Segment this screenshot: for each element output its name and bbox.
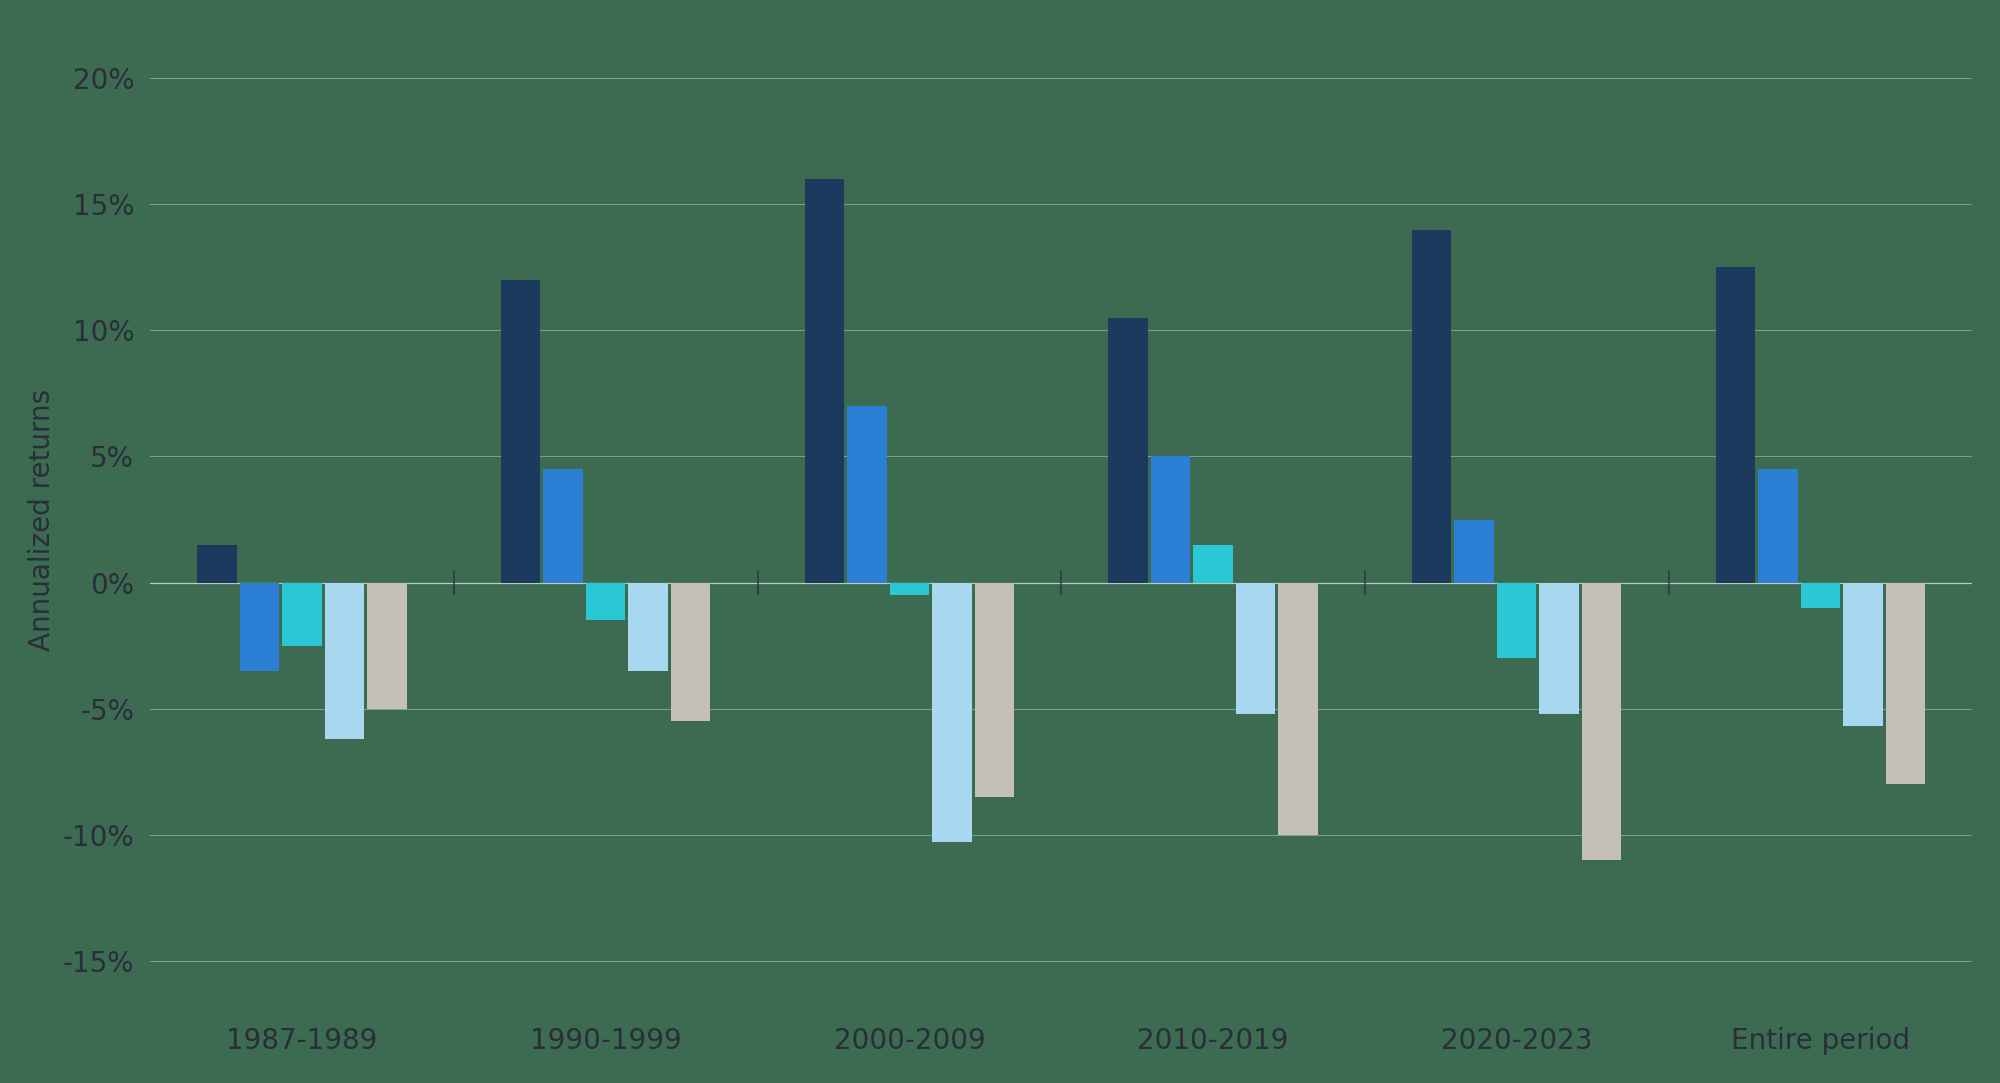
Bar bbox=[848, 406, 886, 583]
Bar bbox=[1886, 583, 1926, 784]
Bar bbox=[974, 583, 1014, 797]
Bar bbox=[804, 179, 844, 583]
Bar bbox=[544, 469, 582, 583]
Bar bbox=[1758, 469, 1798, 583]
Bar bbox=[1150, 456, 1190, 583]
Bar bbox=[368, 583, 406, 708]
Bar bbox=[1496, 583, 1536, 658]
Bar bbox=[1412, 230, 1452, 583]
Bar bbox=[932, 583, 972, 843]
Bar bbox=[1540, 583, 1578, 714]
Bar bbox=[1844, 583, 1882, 727]
Bar bbox=[324, 583, 364, 739]
Bar bbox=[1582, 583, 1622, 860]
Bar bbox=[500, 279, 540, 583]
Y-axis label: Annualized returns: Annualized returns bbox=[28, 389, 56, 651]
Bar bbox=[1800, 583, 1840, 608]
Bar bbox=[672, 583, 710, 721]
Bar bbox=[1454, 520, 1494, 583]
Bar bbox=[890, 583, 930, 596]
Bar bbox=[1716, 268, 1756, 583]
Bar bbox=[628, 583, 668, 670]
Bar bbox=[1236, 583, 1276, 714]
Bar bbox=[1108, 317, 1148, 583]
Bar bbox=[240, 583, 280, 670]
Bar bbox=[586, 583, 626, 621]
Bar bbox=[282, 583, 322, 645]
Bar bbox=[1278, 583, 1318, 835]
Bar bbox=[1194, 545, 1232, 583]
Bar bbox=[198, 545, 236, 583]
